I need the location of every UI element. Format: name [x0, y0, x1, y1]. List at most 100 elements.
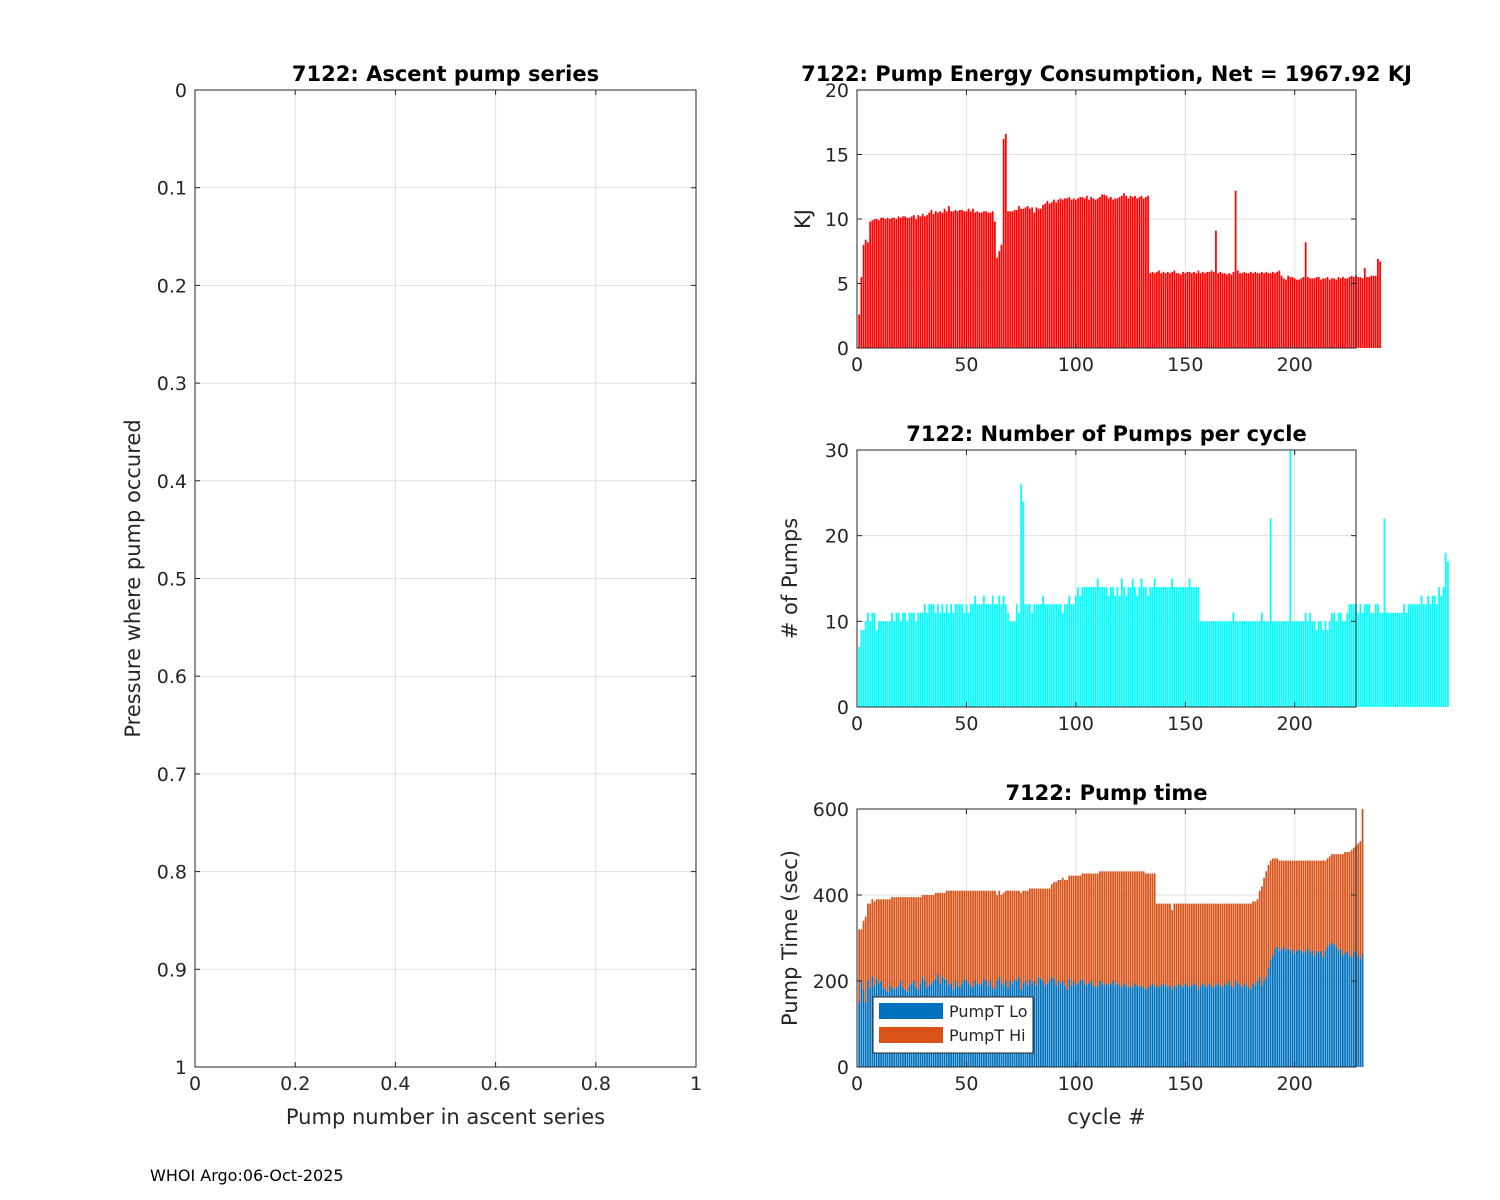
- pumpt-hi-bar-136: [1153, 873, 1156, 988]
- pumps-bar-164: [1215, 621, 1217, 707]
- pumpt-lo-bar-188: [1267, 968, 1270, 1067]
- ascent-ytick-label-5: 0.5: [157, 569, 187, 591]
- pumptime-xtick-label-2: 100: [1058, 1073, 1094, 1095]
- pumpt-lo-bar-183: [1256, 981, 1259, 1067]
- energy-bar-143: [1169, 273, 1171, 348]
- pumps-bar-255: [1414, 604, 1416, 707]
- pumpt-hi-bar-83: [1037, 888, 1040, 977]
- pumpt-lo-bar-173: [1234, 981, 1237, 1067]
- energy-bar-163: [1212, 271, 1215, 348]
- pumpt-lo-bar-226: [1350, 957, 1353, 1067]
- pumps-bar-243: [1387, 612, 1390, 707]
- pumps-bar-100: [1074, 595, 1077, 707]
- pumps-bar-172: [1232, 612, 1235, 707]
- pumptime-axes-box: [856, 808, 1357, 1068]
- pumps-bar-216: [1328, 621, 1331, 707]
- pumps-bar-179: [1247, 621, 1250, 707]
- pumpt-hi-bar-89: [1050, 884, 1053, 977]
- energy-bar-6: [869, 221, 872, 348]
- energy-bar-71: [1011, 211, 1014, 348]
- energy-bar-113: [1103, 194, 1106, 348]
- pumpt-lo-bar-7: [871, 976, 874, 1067]
- energy-bar-88: [1048, 203, 1051, 348]
- energy-bar-147: [1177, 273, 1180, 348]
- pumpt-hi-bar-27: [915, 897, 917, 988]
- pumpt-hi-bar-102: [1079, 875, 1082, 981]
- pumps-bar-209: [1313, 621, 1316, 707]
- pumps-bar-110: [1096, 578, 1099, 707]
- pumps-bar-122: [1123, 587, 1125, 707]
- energy-bar-106: [1088, 199, 1090, 348]
- pumpt-lo-bar-103: [1081, 978, 1084, 1067]
- pumpt-lo-bar-174: [1236, 983, 1239, 1067]
- energy-ylabel: KJ: [791, 209, 815, 229]
- pumpt-lo-bar-110: [1096, 985, 1099, 1067]
- pumpt-hi-bar-165: [1217, 903, 1219, 984]
- pumpt-lo-bar-109: [1094, 987, 1097, 1067]
- pumpt-lo-bar-87: [1046, 983, 1049, 1067]
- pumpt-hi-bar-84: [1039, 888, 1042, 979]
- pumpt-hi-bar-225: [1348, 852, 1351, 956]
- ascent-xtick-label-0: 0: [189, 1073, 201, 1095]
- energy-bar-45: [954, 209, 957, 348]
- pumpt-hi-bar-23: [906, 897, 909, 992]
- pumps-bar-140: [1162, 587, 1165, 707]
- pumps-bar-152: [1188, 578, 1191, 707]
- pumpt-lo-bar-92: [1057, 981, 1060, 1067]
- energy-bar-36: [934, 211, 937, 348]
- pumps-bar-83: [1037, 604, 1040, 707]
- pumps-bar-8: [873, 612, 876, 707]
- pumpt-hi-bar-115: [1107, 871, 1110, 986]
- pumpt-hi-bar-149: [1182, 903, 1184, 988]
- pumps-bar-81: [1033, 604, 1036, 707]
- legend-swatch-0: [879, 1003, 943, 1019]
- pumps-bar-49: [963, 612, 966, 707]
- pumps-bar-176: [1241, 621, 1244, 707]
- pumpt-hi-bar-199: [1291, 860, 1294, 949]
- energy-bar-34: [930, 209, 933, 348]
- energy-bar-216: [1328, 279, 1331, 348]
- pumpt-lo-bar-168: [1223, 983, 1226, 1067]
- pumpt-lo-bar-108: [1092, 985, 1095, 1067]
- pumpt-lo-bar-230: [1359, 959, 1362, 1067]
- pumps-bar-44: [952, 612, 955, 707]
- energy-bar-83: [1037, 208, 1040, 348]
- energy-bar-130: [1140, 195, 1143, 348]
- pumpt-lo-bar-162: [1210, 985, 1213, 1067]
- pumpt-hi-bar-110: [1096, 873, 1099, 986]
- pumpt-hi-bar-26: [913, 897, 915, 981]
- energy-bar-10: [878, 220, 880, 348]
- pumps-bar-237: [1374, 604, 1377, 707]
- pumps-bar-262: [1429, 604, 1432, 707]
- pumps-bar-130: [1140, 578, 1143, 707]
- pumpt-hi-bar-218: [1333, 854, 1335, 945]
- pumps-bar-26: [913, 612, 915, 707]
- pumpt-hi-bar-37: [937, 892, 939, 975]
- energy-bar-212: [1320, 279, 1322, 348]
- pumpt-hi-bar-59: [985, 890, 987, 981]
- pumpt-lo-bar-229: [1357, 955, 1360, 1067]
- pumptime-ytick-label-3: 600: [813, 799, 849, 821]
- pumpt-lo-bar-141: [1164, 985, 1167, 1067]
- pumps-bar-173: [1234, 621, 1237, 707]
- pumps-bar-42: [948, 612, 950, 707]
- pumpt-hi-bar-15: [888, 899, 891, 986]
- pumpt-lo-bar-4: [864, 1002, 867, 1067]
- energy-bar-137: [1155, 271, 1158, 348]
- pumps-bar-124: [1127, 587, 1130, 707]
- pumpt-hi-bar-12: [882, 899, 885, 988]
- energy-bar-62: [991, 211, 994, 348]
- energy-bar-203: [1300, 278, 1303, 348]
- pumps-bar-86: [1044, 604, 1047, 707]
- pumpt-hi-bar-81: [1033, 888, 1036, 981]
- energy-bar-18: [895, 219, 898, 348]
- pumps-bar-211: [1317, 621, 1320, 707]
- pumps-bar-165: [1217, 621, 1219, 707]
- pumpt-hi-bar-162: [1210, 903, 1213, 986]
- pumps-bar-97: [1068, 595, 1071, 707]
- pumpt-lo-bar-165: [1217, 983, 1219, 1067]
- pumps-bar-53: [972, 604, 974, 707]
- energy-bar-225: [1348, 277, 1351, 348]
- pumps-ytick-label-0: 0: [837, 697, 849, 719]
- energy-ytick-label-4: 20: [825, 80, 849, 102]
